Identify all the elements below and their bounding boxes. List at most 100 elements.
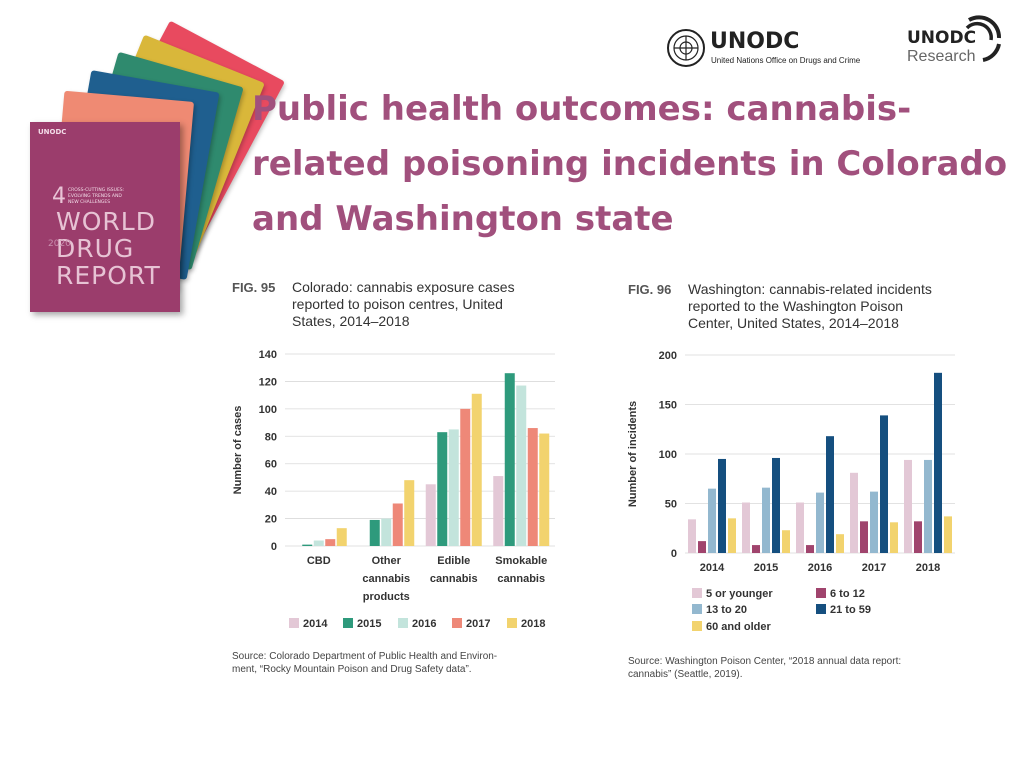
fig96-bar — [880, 415, 888, 553]
fig96-bar — [934, 372, 942, 553]
fig95-y-tick-label: 0 — [271, 541, 277, 553]
fig95-y-tick-label: 60 — [265, 459, 277, 471]
fig96-legend-swatch — [816, 604, 826, 614]
world-drug-report-cover: UNODC 4 CROSS-CUTTING ISSUES: EVOLVING TR… — [30, 122, 180, 312]
fig96-bar — [870, 491, 878, 553]
fig96-bar — [944, 516, 952, 553]
fig96-bar — [904, 459, 912, 553]
fig95-legend-label: 2017 — [466, 618, 490, 630]
fig95-legend-label: 2018 — [521, 618, 545, 630]
cover-report-name: WORLD DRUG REPORT — [56, 207, 161, 290]
fig95-legend-swatch — [398, 618, 408, 628]
fig95-chart: 0 20 40 60 80 100 120 140 Number of cases CBD Othe… — [232, 349, 555, 630]
slide-title: Public health outcomes: cannabis- relate… — [252, 89, 1008, 239]
fig95-legend-label: 2015 — [357, 618, 381, 630]
research-arcs-icon — [965, 15, 1002, 62]
fig95-bar — [527, 428, 538, 546]
fig96-legend-swatch — [816, 588, 826, 598]
fig95-bar — [325, 539, 336, 546]
fig95-bar — [425, 484, 436, 546]
fig95-bar — [404, 480, 415, 546]
fig95-y-tick-label: 80 — [265, 431, 277, 443]
fig95-x-tick-label: cannabis — [497, 573, 545, 585]
fig96-y-tick-label: 0 — [671, 548, 677, 560]
research-logo-sub: Research — [907, 48, 976, 65]
fig96-legend-label: 6 to 12 — [830, 588, 865, 600]
cover-subtitle: CROSS-CUTTING ISSUES: EVOLVING TRENDS AND… — [68, 188, 125, 205]
fig95-bar — [493, 476, 504, 546]
fig95-bar — [437, 432, 448, 546]
fig96-label: FIG. 96 — [628, 282, 672, 297]
fig95-x-tick-label: cannabis — [362, 573, 410, 585]
fig95-y-tick-label: 40 — [265, 486, 277, 498]
fig96-bar — [836, 534, 844, 553]
fig95-bar — [336, 528, 347, 546]
fig96-bar — [708, 488, 716, 553]
fig96-x-tick-label: 2016 — [808, 562, 832, 574]
fig96-bar — [890, 522, 898, 553]
fig96-legend-label: 60 and older — [706, 621, 772, 633]
fig96-bar — [742, 502, 750, 553]
fig96-legend-label: 5 or younger — [706, 588, 773, 600]
fig96-x-tick-label: 2017 — [862, 562, 886, 574]
fig96-bar — [924, 459, 932, 553]
fig96-x-tick-label: 2018 — [916, 562, 940, 574]
fig95-y-tick-label: 140 — [259, 349, 277, 361]
research-logo-name: UNODC — [907, 28, 977, 48]
fig96-legend-swatch — [692, 604, 702, 614]
fig95-bar — [302, 544, 313, 546]
fig96-chart: 0 50 100 150 200 Number of incidents 2014 2015 2… — [627, 350, 955, 633]
fig96-x-tick-label: 2015 — [754, 562, 778, 574]
fig95-bar — [313, 540, 324, 546]
fig95-legend-swatch — [452, 618, 462, 628]
fig96-bar — [762, 487, 770, 553]
fig96-bar — [806, 545, 814, 553]
fig95-y-axis-label: Number of cases — [232, 406, 244, 495]
fig95-y-tick-label: 20 — [265, 514, 277, 526]
fig95-bar — [392, 503, 403, 546]
fig95-legend-swatch — [289, 618, 299, 628]
fig96-bar — [826, 436, 834, 553]
fig96-title: Washington: cannabis-related incidents re… — [688, 281, 932, 331]
fig96-y-tick-label: 100 — [659, 449, 677, 461]
fig95-label: FIG. 95 — [232, 280, 276, 295]
fig95-bar — [539, 433, 550, 546]
fig96-legend-label: 21 to 59 — [830, 604, 871, 616]
fig95-x-tick-label: Edible — [437, 555, 470, 567]
cover-number: 4 — [52, 184, 66, 209]
fig95-title: Colorado: cannabis exposure cases reporte… — [292, 279, 515, 329]
unodc-logo: UNODC United Nations Office on Drugs and… — [666, 28, 881, 68]
fig95-bar — [504, 373, 515, 546]
fig96-y-tick-label: 200 — [659, 350, 677, 362]
fig95-legend-label: 2016 — [412, 618, 436, 630]
fig96-legend-swatch — [692, 621, 702, 631]
fig96-bar — [772, 457, 780, 553]
fig95-x-tick-label: CBD — [307, 555, 331, 567]
cover-org: UNODC — [38, 128, 67, 136]
fig96-bar — [914, 521, 922, 553]
unodc-research-logo: UNODC Research — [905, 12, 1005, 70]
fig96-bar — [850, 472, 858, 553]
fig96-bar — [718, 458, 726, 553]
fig95-bar — [516, 385, 527, 546]
fig95-bar — [471, 393, 482, 546]
fig96-legend-label: 13 to 20 — [706, 604, 747, 616]
cover-year: 2020 — [48, 239, 71, 249]
fig95-legend-label: 2014 — [303, 618, 328, 630]
unodc-name: UNODC — [710, 29, 800, 54]
fig95-bar — [460, 408, 471, 546]
fig96-bar — [816, 492, 824, 553]
fig96-bar — [752, 545, 760, 553]
fig96-bar — [698, 541, 706, 553]
fig95-x-tick-label: products — [363, 591, 410, 603]
fig96-y-axis-label: Number of incidents — [627, 401, 639, 507]
fig96-bar — [782, 530, 790, 553]
fig95-x-tick-label: Smokable — [495, 555, 547, 567]
fig96-bar — [860, 521, 868, 553]
fig96-legend-swatch — [692, 588, 702, 598]
fig96-bar — [728, 518, 736, 553]
fig95-y-tick-label: 100 — [259, 404, 277, 416]
fig96-source: Source: Washington Poison Center, “2018 … — [628, 656, 902, 680]
fig95-source: Source: Colorado Department of Public He… — [232, 651, 498, 675]
fig95-bar — [369, 519, 380, 546]
